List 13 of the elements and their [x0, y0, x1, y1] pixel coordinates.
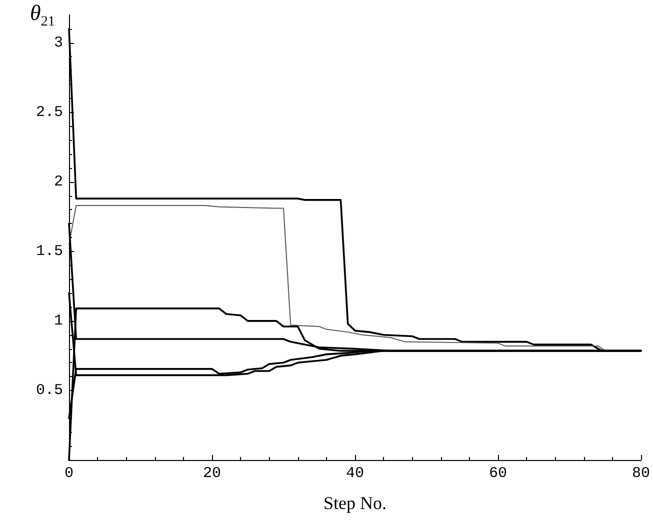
y-axis-title: θ$_{21}$ [30, 0, 55, 30]
x-tick-label: 20 [202, 465, 222, 482]
y-tick-label: 2.5 [36, 104, 63, 121]
y-tick-label: 1.5 [36, 242, 63, 260]
y-tick-label: 3 [54, 34, 63, 52]
x-tick-label: 0 [64, 465, 74, 482]
x-tick-label: 60 [488, 465, 508, 482]
x-axis-title: Step No. [324, 493, 386, 513]
y-tick-label: 2 [54, 173, 63, 190]
x-tick-label: 80 [632, 465, 650, 482]
y-tick-label: 0.5 [36, 382, 63, 399]
x-tick-label: 40 [346, 465, 364, 482]
y-tick-label: 1 [54, 312, 63, 330]
